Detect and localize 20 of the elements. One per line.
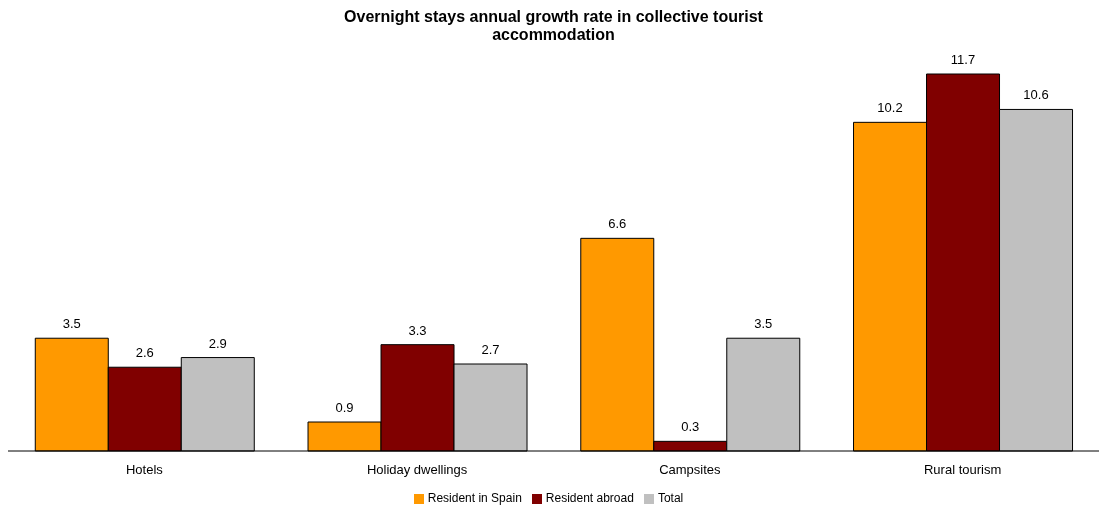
data-label: 2.9	[208, 335, 227, 351]
data-label: 11.7	[950, 52, 976, 67]
x-tick-label: Hotels	[125, 462, 164, 478]
data-label: 2.7	[481, 342, 500, 357]
x-tick-label: Rural tourism	[923, 462, 1002, 478]
data-label: 6.6	[608, 216, 627, 232]
x-tick-label: Campsites	[659, 462, 722, 478]
legend-label: Resident abroad	[545, 491, 634, 505]
chart-title: Overnight stays annual growth rate in collective tourist accommodation	[343, 8, 764, 44]
data-label: 3.3	[408, 322, 427, 338]
legend-label: Resident in Spain	[427, 491, 522, 505]
data-label: 2.6	[135, 345, 154, 361]
data-label: 3.5	[62, 316, 81, 332]
data-label: 0.9	[335, 400, 354, 415]
data-label: 0.3	[681, 419, 700, 435]
data-label: 10.2	[877, 100, 903, 116]
data-label: 10.6	[1023, 87, 1049, 103]
data-label: 3.5	[754, 316, 773, 332]
x-tick-label: Holiday dwellings	[366, 462, 468, 478]
legend-label: Total	[657, 491, 684, 505]
